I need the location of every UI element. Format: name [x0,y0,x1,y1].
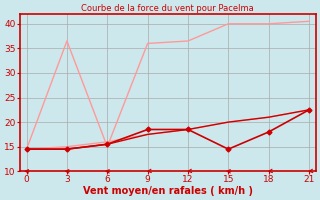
Title: Courbe de la force du vent pour Pacelma: Courbe de la force du vent pour Pacelma [81,4,254,13]
X-axis label: Vent moyen/en rafales ( km/h ): Vent moyen/en rafales ( km/h ) [83,186,253,196]
